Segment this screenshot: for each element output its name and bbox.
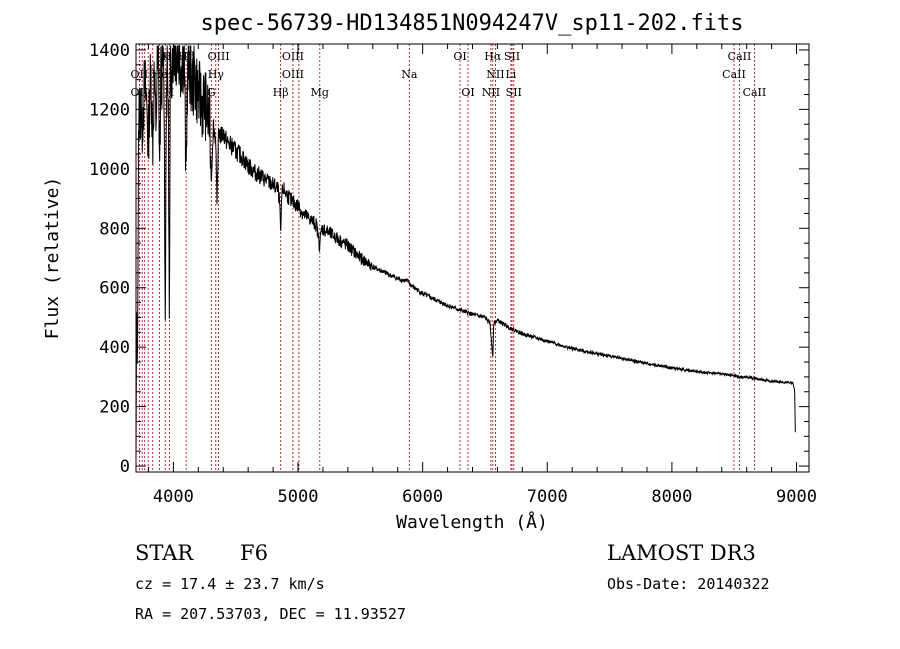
- line-label-20: G: [207, 86, 216, 99]
- line-label-16: Li: [505, 68, 516, 81]
- y-axis-label: Flux (relative): [42, 177, 63, 340]
- x-tick-label-4: 8000: [651, 487, 692, 507]
- sky-coordinates: RA = 207.53703, DEC = 11.93527: [135, 605, 406, 623]
- y-tick-label-3: 600: [99, 279, 130, 299]
- y-tick-label-7: 1400: [89, 41, 130, 61]
- x-tick-label-0: 4000: [153, 487, 194, 507]
- x-tick-label-5: 9000: [776, 487, 817, 507]
- object-subclass: F6: [240, 541, 268, 565]
- y-tick-label-0: 0: [120, 457, 130, 477]
- y-tick-label-4: 800: [99, 219, 130, 239]
- line-label-25: SII: [506, 86, 522, 99]
- line-label-6: Hα: [484, 50, 502, 63]
- line-label-14: Na: [401, 68, 418, 81]
- line-label-1: K: [161, 50, 170, 63]
- line-label-22: Mg: [311, 86, 329, 99]
- chart-title: spec-56739-HD134851N094247V_sp11-202.fit…: [200, 11, 743, 36]
- line-label-21: Hβ: [273, 86, 289, 99]
- object-class: STAR: [135, 541, 194, 565]
- line-label-7: SII: [504, 50, 520, 63]
- spectrum-line: [135, 45, 796, 460]
- y-tick-label-5: 1000: [89, 160, 130, 180]
- y-tick-label-2: 400: [99, 338, 130, 358]
- line-label-11: H: [165, 68, 175, 81]
- y-axis-ticks: 0 200 400 600 800 1000 1200 1400: [89, 41, 809, 477]
- line-label-15: NII: [486, 68, 504, 81]
- x-axis-label: Wavelength (Å): [396, 511, 548, 533]
- line-label-4: OIII: [282, 50, 304, 63]
- x-axis-ticks: 4000 5000 6000 7000 8000 9000: [147, 44, 817, 507]
- line-label-12: Hγ: [208, 68, 225, 81]
- line-label-8: CaII: [728, 50, 752, 63]
- observation-date: Obs-Date: 20140322: [607, 575, 770, 593]
- x-tick-label-1: 5000: [278, 487, 319, 507]
- x-tick-label-2: 6000: [402, 487, 443, 507]
- line-label-5: OI: [453, 50, 466, 63]
- x-tick-label-3: 7000: [527, 487, 568, 507]
- y-tick-label-1: 200: [99, 398, 130, 418]
- redshift-velocity: cz = 17.4 ± 23.7 km/s: [135, 575, 325, 593]
- spectral-line-markers: [138, 44, 755, 472]
- survey-name: LAMOST DR3: [607, 541, 756, 565]
- line-label-19: H: [165, 86, 175, 99]
- y-tick-label-6: 1200: [89, 100, 130, 120]
- line-label-13: OIII: [282, 68, 304, 81]
- plot-frame: [135, 43, 810, 473]
- line-label-17: CaII: [722, 68, 746, 81]
- line-label-24: NII: [482, 86, 500, 99]
- line-label-26: CaII: [743, 86, 767, 99]
- line-label-3: OIII: [208, 50, 230, 63]
- line-label-23: OI: [461, 86, 474, 99]
